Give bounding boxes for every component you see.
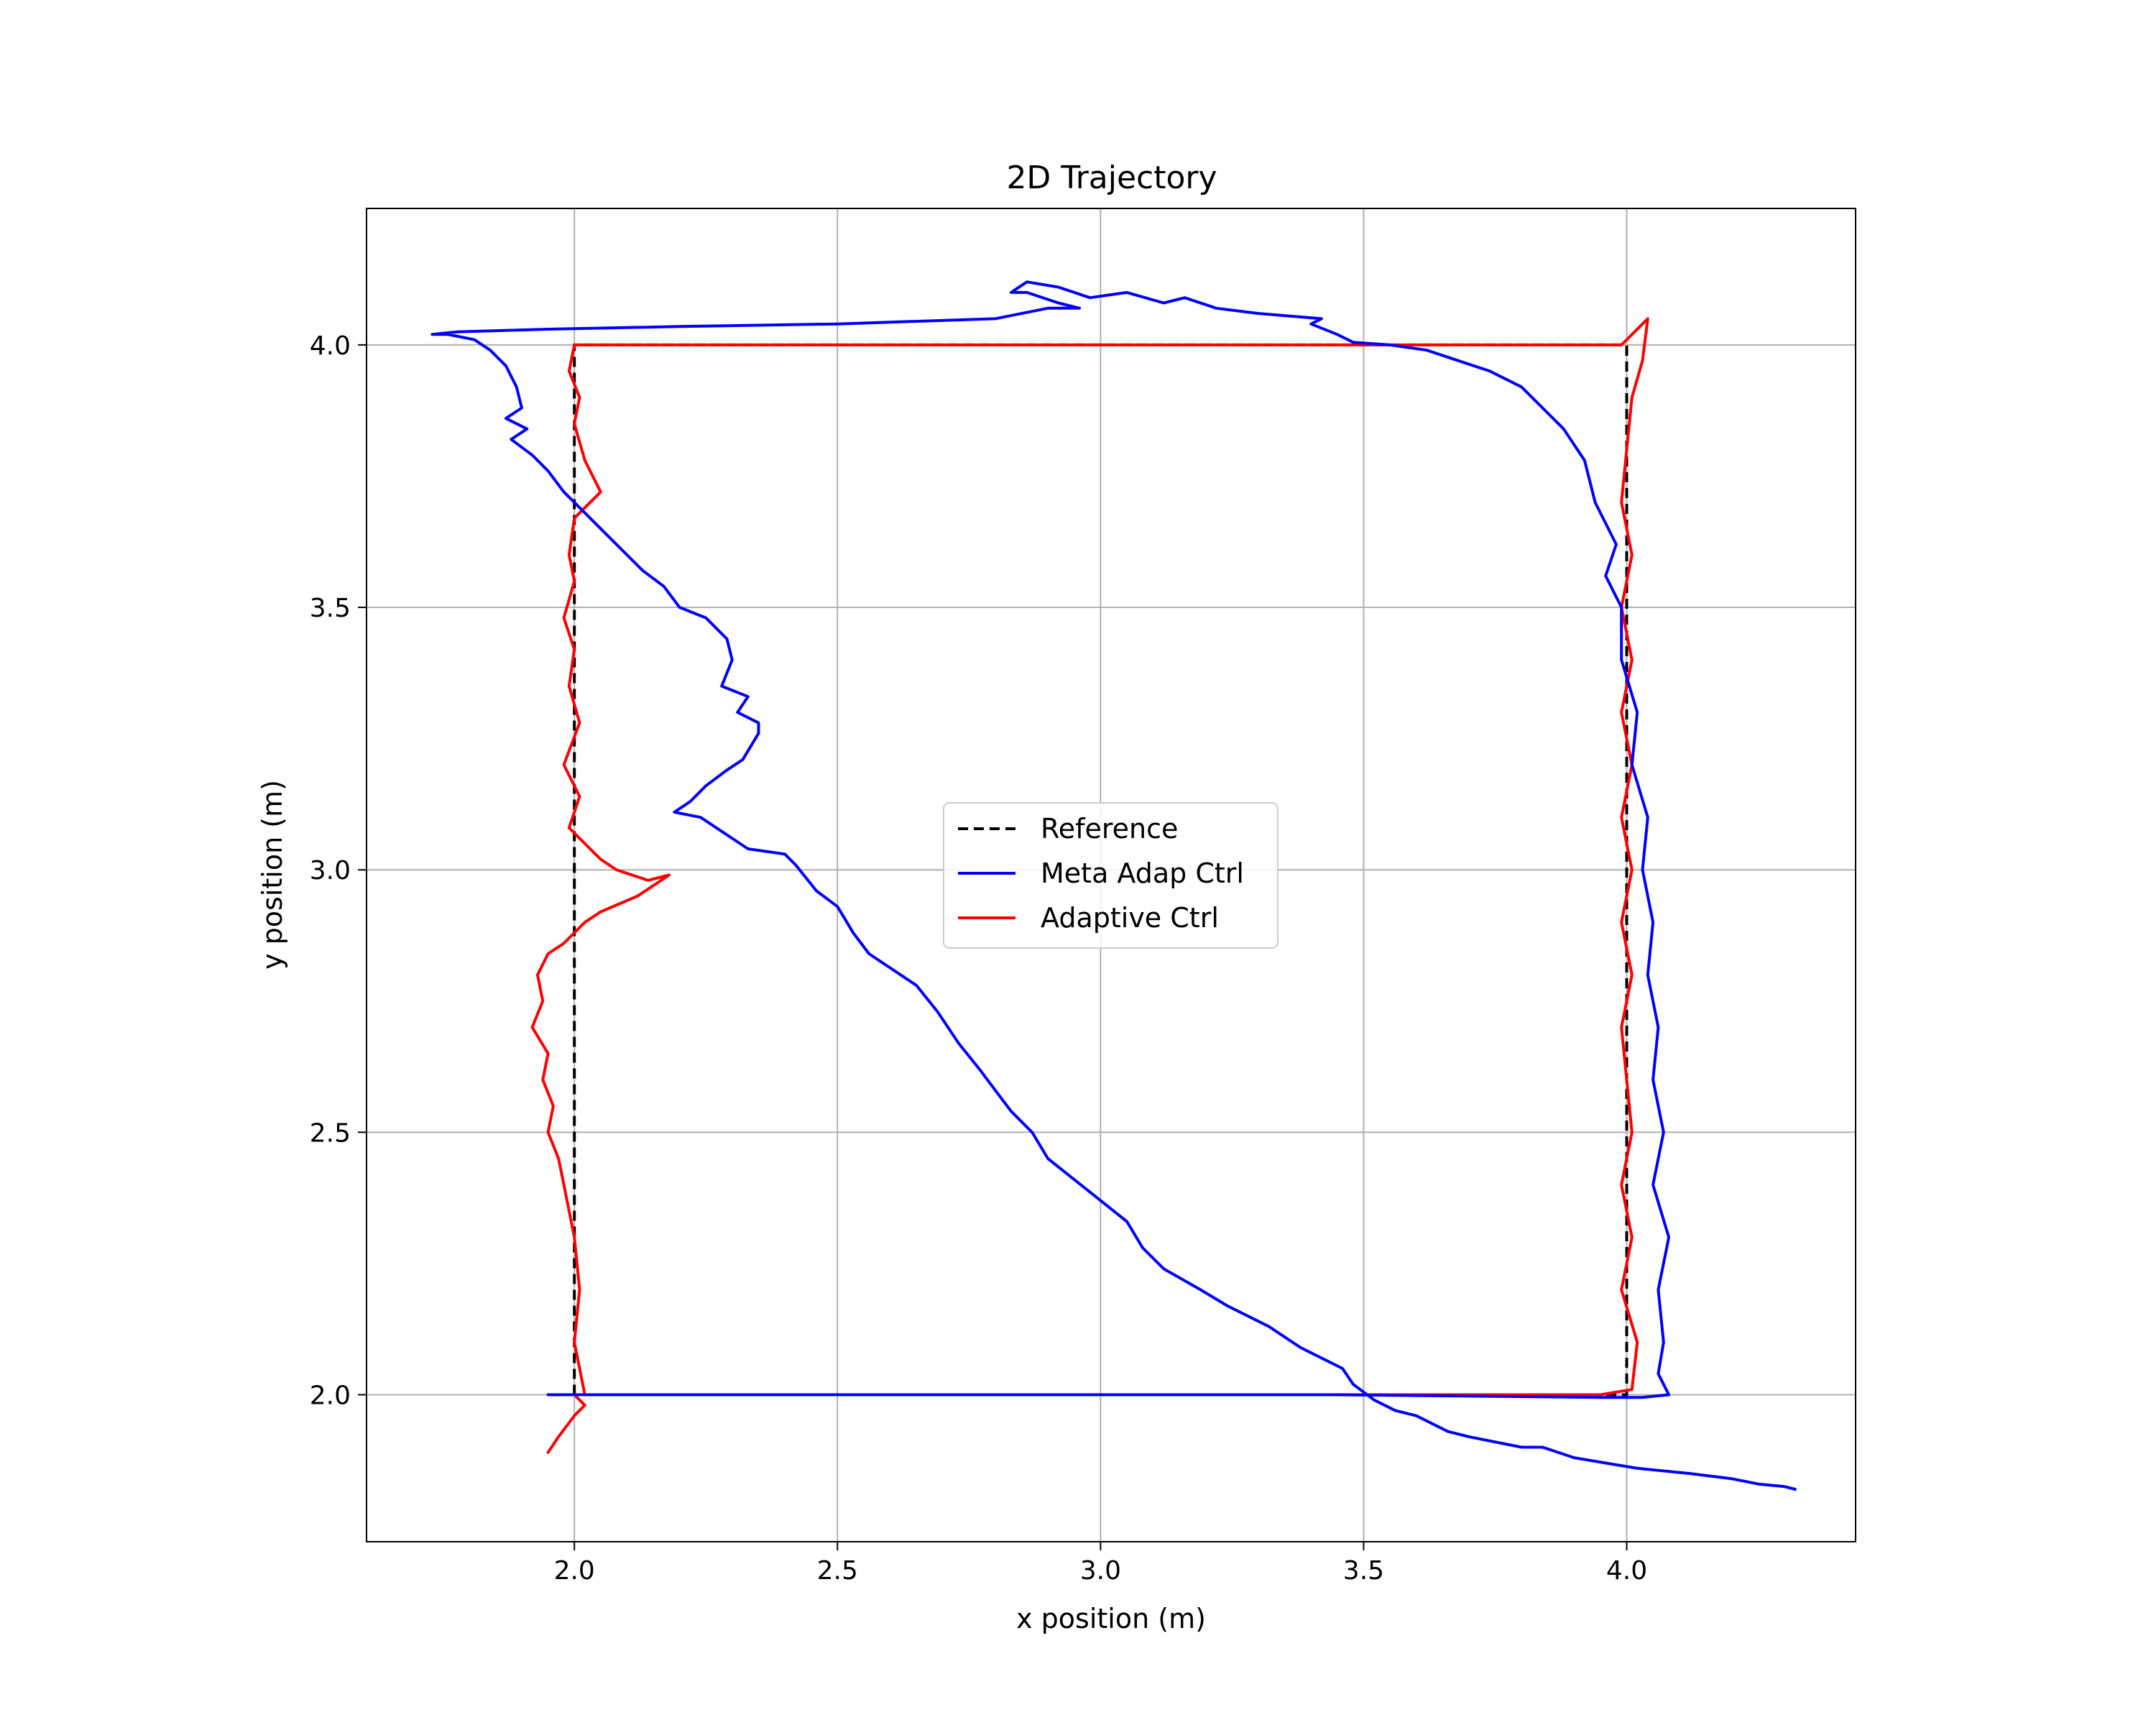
legend-label-meta-adap-ctrl: Meta Adap Ctrl — [1041, 857, 1244, 889]
legend: Reference Meta Adap Ctrl Adaptive Ctrl — [943, 802, 1279, 949]
legend-box — [943, 802, 1279, 949]
x-tick-label: 3.5 — [1343, 1556, 1384, 1586]
y-tick-label: 3.0 — [310, 856, 351, 886]
legend-label-adaptive-ctrl: Adaptive Ctrl — [1041, 902, 1219, 934]
adaptive-ctrl-line — [530, 317, 1649, 1454]
legend-label-reference: Reference — [1041, 813, 1178, 845]
series-layer — [430, 280, 1797, 1491]
plot-frame — [366, 208, 1856, 1542]
x-axis-label: x position (m) — [1016, 1603, 1206, 1634]
y-tick-label: 2.0 — [310, 1381, 351, 1411]
x-tick-label: 2.5 — [817, 1556, 858, 1586]
x-tick-label: 2.0 — [554, 1556, 595, 1586]
x-tick-label: 4.0 — [1606, 1556, 1647, 1586]
x-tick-label: 3.0 — [1080, 1556, 1121, 1586]
y-tick-label: 3.5 — [310, 594, 351, 623]
y-axis-label: y position (m) — [257, 780, 288, 970]
meta-adap-ctrl-line — [430, 280, 1797, 1491]
y-tick-label: 4.0 — [310, 331, 351, 361]
ticks: 2.0 2.5 3.0 3.5 4.0 2.0 2.5 3.0 3.5 4.0 — [310, 331, 1647, 1586]
chart-title: 2D Trajectory — [1006, 160, 1217, 196]
y-tick-label: 2.5 — [310, 1118, 351, 1148]
